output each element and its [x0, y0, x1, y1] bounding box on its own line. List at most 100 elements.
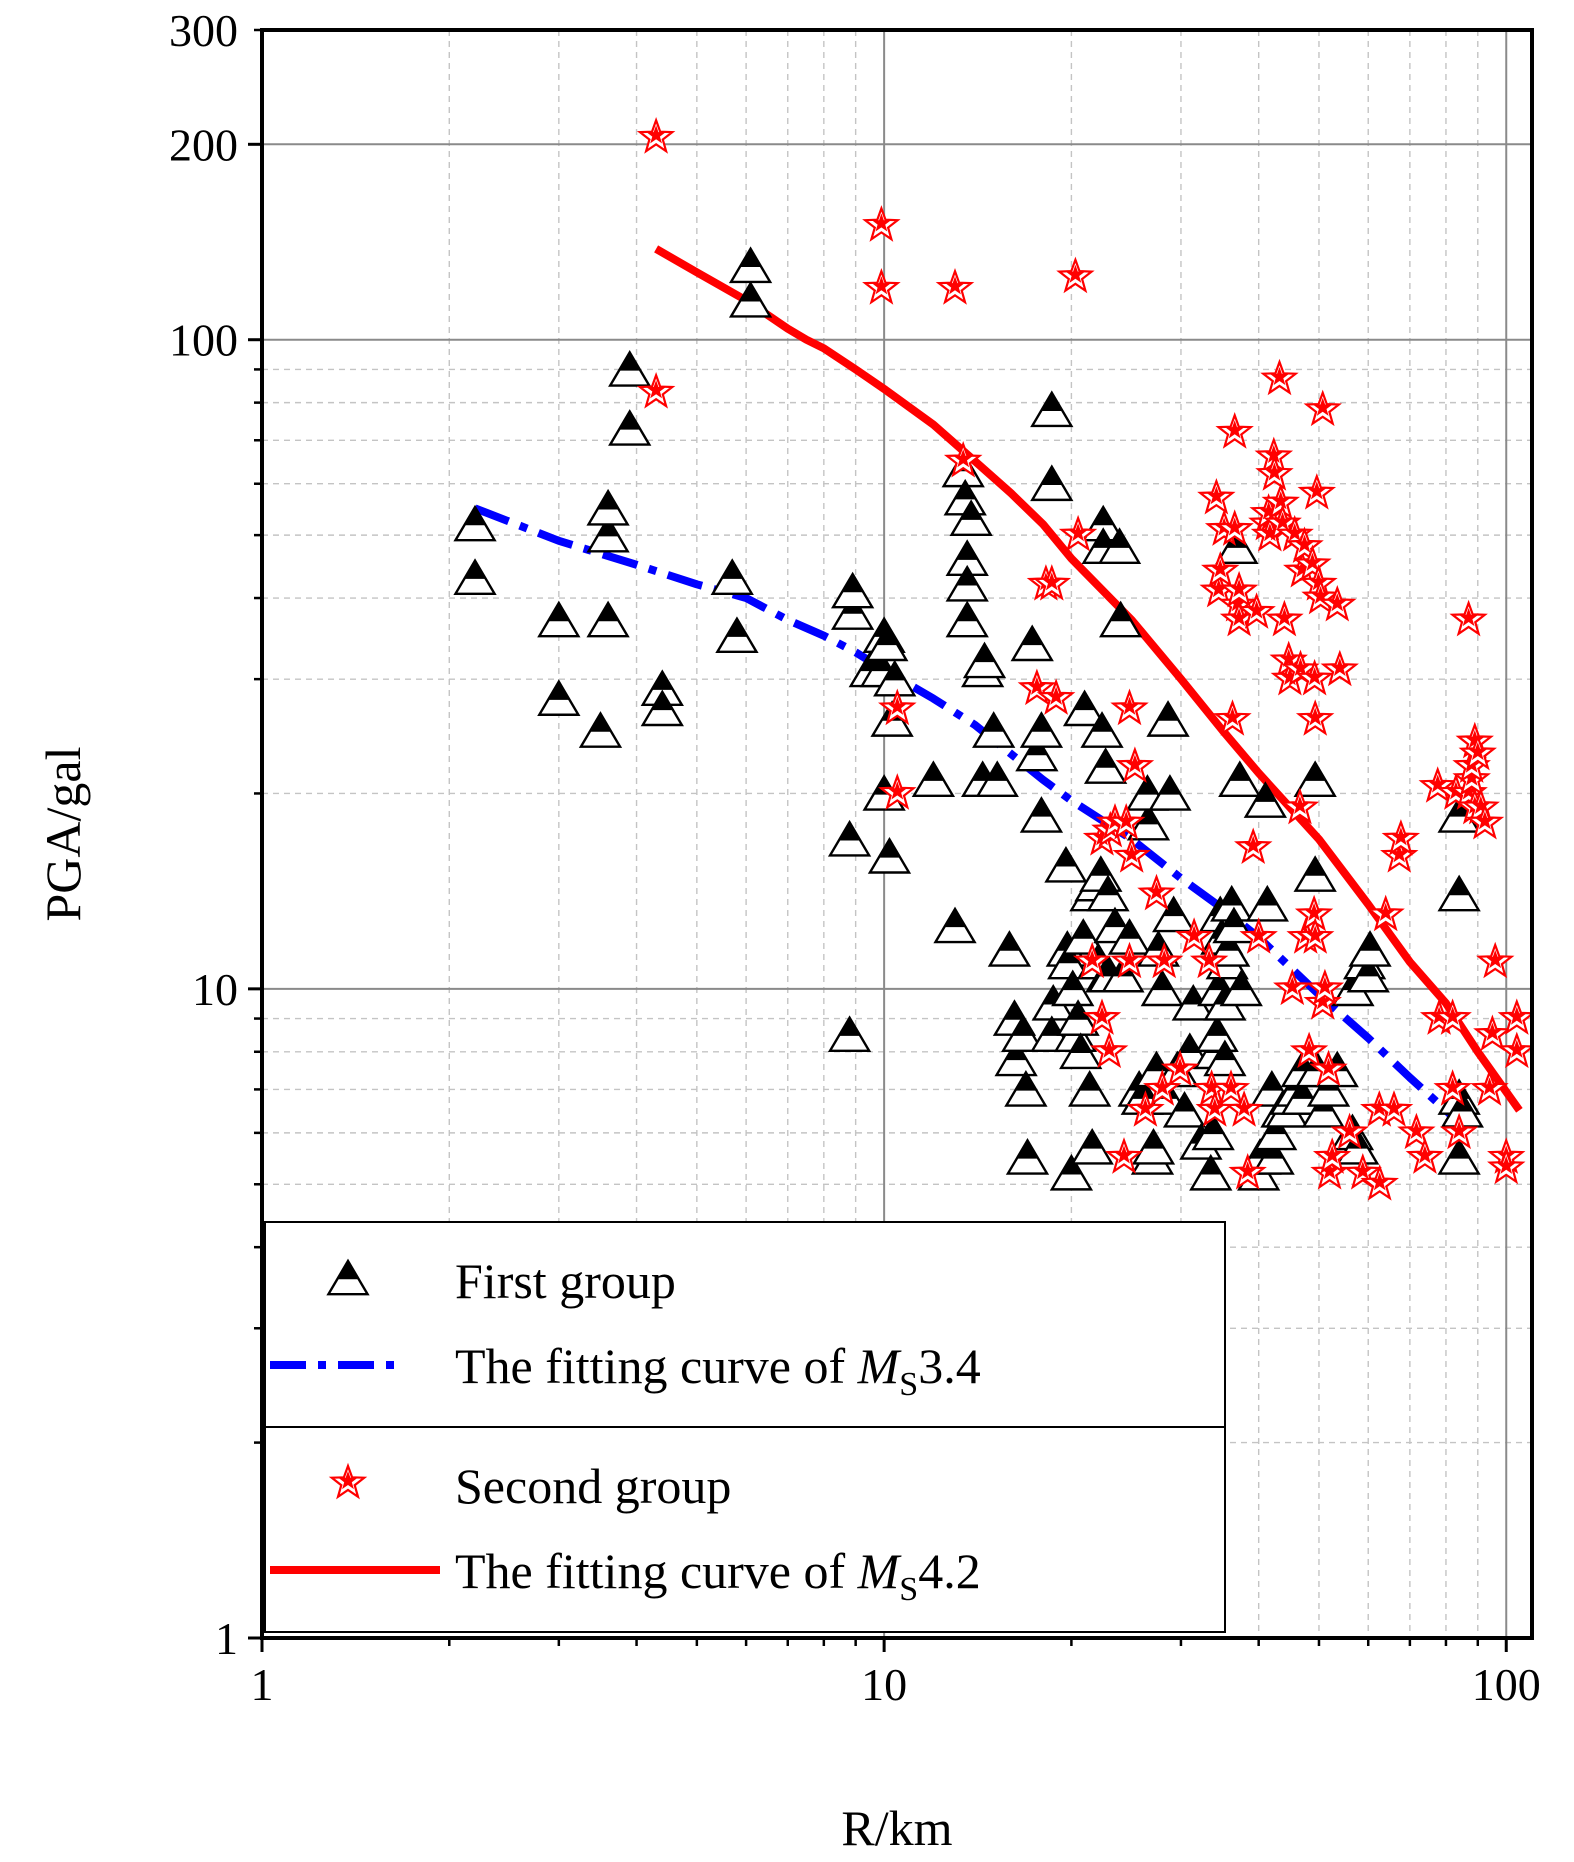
second-group-point — [1312, 1137, 1352, 1174]
star-fill — [1496, 1155, 1516, 1174]
second-group-point — [1374, 1090, 1414, 1127]
second-group-point — [1295, 658, 1334, 696]
second-group-point — [1380, 836, 1419, 873]
star-fill — [1428, 774, 1448, 793]
triangle-fill — [1179, 1034, 1201, 1054]
first-group-point — [1203, 1039, 1247, 1077]
star-fill — [1406, 1120, 1426, 1139]
star-fill — [1225, 517, 1245, 536]
triangle-fill — [1142, 1130, 1165, 1149]
star-fill — [646, 125, 666, 144]
second-group-point — [1239, 917, 1278, 954]
second-group-point — [1215, 412, 1254, 449]
first-group-point — [453, 504, 497, 542]
triangle-fill — [1131, 1080, 1154, 1099]
first-group-point — [1056, 999, 1100, 1036]
second-group-point — [1285, 526, 1324, 564]
triangle-fill — [1206, 1017, 1228, 1036]
second-group-point — [1366, 894, 1405, 932]
star-fill — [1320, 1161, 1340, 1180]
second-group-point — [1260, 358, 1299, 396]
first-group-point — [1001, 1015, 1045, 1053]
first-group-point — [1059, 1032, 1103, 1070]
legend-box-second — [264, 1426, 1226, 1633]
star-fill — [1313, 397, 1333, 416]
triangle-fill — [337, 1261, 359, 1280]
second-group-point — [1082, 998, 1122, 1035]
star-fill — [1313, 991, 1333, 1010]
star-fill — [1465, 730, 1485, 749]
star-fill — [1330, 657, 1350, 676]
star-fill — [871, 276, 891, 295]
first-group-point — [1070, 1127, 1114, 1165]
triangle-fill — [922, 762, 945, 781]
first-group-point — [933, 906, 977, 944]
triangle-fill — [726, 618, 748, 637]
second-group-point — [1330, 1112, 1369, 1150]
first-group-point — [586, 488, 630, 526]
star-fill — [646, 380, 666, 399]
triangle-fill — [973, 643, 996, 663]
star-fill — [1206, 486, 1226, 505]
triangle-fill — [1097, 877, 1119, 896]
first-group-point — [1044, 845, 1088, 883]
star-fill — [1292, 559, 1312, 578]
star-fill — [1295, 534, 1315, 553]
star-fill — [1282, 976, 1302, 995]
star-fill — [1471, 795, 1491, 814]
first-group-point — [1140, 969, 1184, 1007]
first-group-point — [1086, 874, 1130, 912]
triangle-fill — [1118, 920, 1141, 939]
second-group-point — [1213, 699, 1252, 736]
triangle-fill — [721, 560, 744, 579]
star-fill — [1114, 1145, 1134, 1164]
triangle-fill — [876, 626, 898, 646]
triangle-fill — [870, 652, 893, 672]
second-group-point — [1265, 599, 1304, 637]
star-fill — [1459, 608, 1479, 627]
second-group-point — [1201, 550, 1240, 588]
second-group-point — [1104, 1137, 1144, 1174]
first-group-point — [1151, 895, 1196, 933]
triangle-fill — [1448, 877, 1470, 896]
triangle-fill — [464, 507, 486, 526]
second-group-point — [1036, 678, 1076, 715]
triangle-fill — [960, 501, 982, 520]
triangle-fill — [1069, 1034, 1092, 1054]
triangle-fill — [878, 839, 901, 858]
triangle-fill — [1081, 1130, 1103, 1149]
triangle-fill — [597, 518, 619, 537]
first-group-point — [972, 711, 1016, 748]
triangle-fill — [597, 603, 619, 622]
triangle-fill — [548, 603, 570, 622]
star-fill — [887, 781, 907, 800]
first-group-point — [1004, 1070, 1048, 1107]
triangle-fill — [1200, 1156, 1222, 1175]
first-group-point — [1218, 760, 1262, 798]
second-group-point — [1433, 998, 1472, 1035]
first-group-point — [1010, 624, 1054, 662]
triangle-fill — [1041, 1017, 1063, 1036]
triangle-fill — [618, 411, 641, 430]
second-group-point — [1234, 827, 1273, 865]
second-group-point — [862, 268, 901, 305]
triangle-fill — [986, 762, 1009, 781]
star-fill — [1264, 444, 1284, 463]
triangle-fill — [956, 603, 978, 622]
second-group-point — [1293, 544, 1332, 582]
first-group-point — [1146, 700, 1190, 737]
star-fill — [1307, 481, 1327, 500]
triangle-fill — [1060, 1156, 1083, 1175]
first-group-point — [975, 760, 1019, 798]
star-fill — [1099, 1039, 1119, 1058]
triangle-fill — [1091, 713, 1113, 732]
star-fill — [1120, 950, 1139, 969]
y-tick-label: 100 — [169, 315, 238, 366]
star-fill — [1170, 1058, 1190, 1077]
star-fill — [1042, 572, 1062, 591]
star-fill — [1370, 1172, 1390, 1191]
star-fill — [1384, 1098, 1404, 1117]
triangle-fill — [944, 908, 966, 928]
star-fill — [1210, 559, 1230, 578]
triangle-fill — [1030, 713, 1053, 732]
